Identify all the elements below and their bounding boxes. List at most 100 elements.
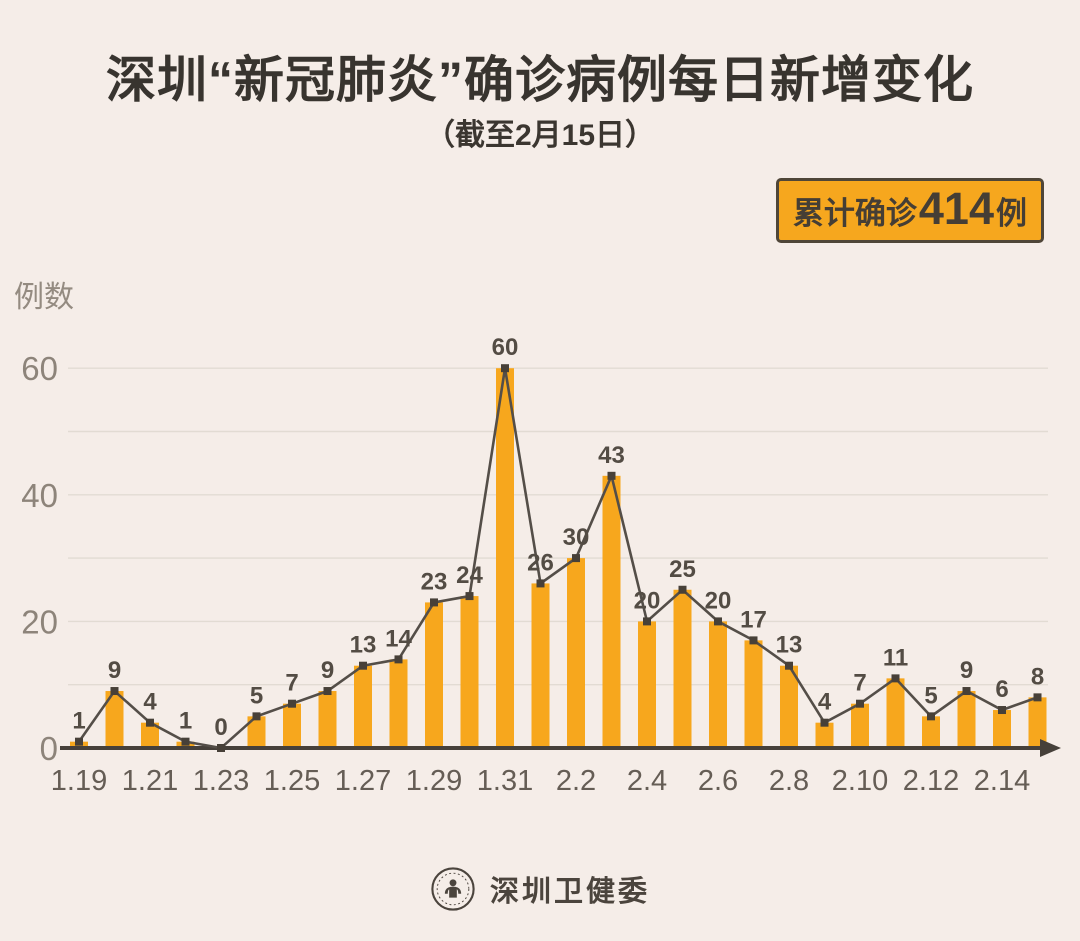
value-label: 26 [527, 549, 554, 576]
data-point-marker [465, 592, 474, 601]
data-point-marker [678, 585, 687, 594]
data-point-marker [501, 364, 509, 373]
data-point-marker [181, 737, 190, 746]
data-point-marker [927, 712, 935, 721]
value-label: 60 [492, 334, 519, 361]
bar [283, 703, 301, 748]
data-point-marker [394, 655, 403, 664]
value-label: 13 [350, 632, 377, 659]
x-tick-label: 1.31 [477, 765, 533, 797]
value-label: 1 [179, 708, 192, 735]
data-point-marker [536, 579, 545, 588]
logo-outer-ring [431, 867, 475, 911]
bar [567, 558, 585, 748]
value-label: 24 [456, 562, 483, 589]
data-point-marker [572, 554, 580, 563]
x-tick-label: 2.2 [556, 765, 596, 797]
bar [815, 722, 834, 748]
bar [105, 691, 124, 748]
bar [709, 621, 727, 748]
bar [389, 659, 408, 748]
value-label: 25 [669, 556, 696, 583]
x-tick-label: 1.19 [51, 765, 107, 797]
data-point-marker [110, 687, 119, 696]
value-label: 7 [285, 670, 298, 697]
data-point-marker [714, 617, 722, 626]
data-point-marker [998, 706, 1006, 715]
y-tick-label: 40 [21, 477, 58, 514]
x-tick-label: 2.6 [698, 765, 738, 797]
data-point-marker [430, 598, 438, 607]
page-subtitle: （截至2月15日） [424, 119, 656, 152]
logo-seal-text-ring [436, 872, 470, 906]
y-tick-label: 20 [21, 603, 58, 640]
x-tick-label: 2.12 [903, 765, 959, 797]
bar [993, 710, 1011, 748]
x-tick-label: 2.8 [769, 765, 809, 797]
x-tick-label: 1.29 [406, 765, 462, 797]
data-point-marker [252, 712, 261, 721]
data-point-marker [288, 699, 296, 708]
value-label: 7 [853, 670, 866, 697]
y-tick-label: 0 [40, 730, 58, 767]
bar [673, 589, 692, 748]
value-label: 14 [385, 625, 412, 652]
data-point-marker [785, 661, 793, 670]
bar [1028, 697, 1047, 748]
footer-brand-text: 深圳卫健委 [489, 876, 650, 908]
x-axis-arrow-icon [1040, 739, 1061, 757]
bar [425, 602, 443, 748]
value-label: 9 [960, 657, 973, 684]
bar [141, 722, 159, 748]
data-point-marker [217, 744, 225, 752]
bar [957, 691, 976, 748]
x-tick-label: 1.25 [264, 765, 320, 797]
value-label: 0 [214, 714, 227, 741]
bar [886, 678, 905, 748]
shenzhen-health-commission-logo [431, 867, 475, 911]
data-point-marker [749, 636, 758, 645]
data-point-marker [820, 718, 829, 727]
logo-person-icon [444, 879, 462, 898]
y-axis-title: 例数 [14, 281, 74, 314]
value-label: 8 [1031, 663, 1044, 690]
value-label: 6 [995, 676, 1008, 703]
bar [531, 583, 550, 748]
value-label: 4 [818, 689, 832, 716]
bar [318, 691, 337, 748]
x-tick-label: 1.21 [122, 765, 178, 797]
data-point-marker [146, 718, 154, 727]
y-tick-label: 60 [21, 350, 58, 387]
x-tick-label: 1.27 [335, 765, 391, 797]
value-label: 13 [776, 632, 803, 659]
page-title: 深圳“新冠肺炎”确诊病例每日新增变化 [106, 52, 974, 108]
bar [496, 368, 514, 748]
value-label: 1 [72, 708, 85, 735]
chart-area: 0 20 40 60 1 9 4 1 0 5 7 9 13 14 23 24 60 26 30 43 20 25 20 17 1… [0, 330, 1080, 810]
badge-prefix: 累计确诊 [792, 196, 917, 231]
bar [851, 703, 869, 748]
bar [354, 665, 372, 748]
trend-line [77, 367, 1038, 750]
badge-value: 414 [918, 183, 994, 234]
x-tick-label: 1.23 [193, 765, 249, 797]
value-label: 20 [634, 587, 661, 614]
data-point-marker [962, 687, 971, 696]
x-tick-label: 2.4 [627, 765, 667, 797]
bar [638, 621, 656, 748]
value-label: 20 [705, 587, 732, 614]
data-point-marker [75, 737, 83, 746]
bar [780, 665, 798, 748]
x-tick-label: 2.10 [832, 765, 888, 797]
bar [744, 640, 763, 748]
bar [460, 596, 479, 748]
value-label: 17 [740, 606, 767, 633]
badge-suffix: 例 [996, 196, 1027, 231]
value-label: 23 [421, 568, 448, 595]
data-point-marker [643, 617, 651, 626]
value-label: 9 [321, 657, 334, 684]
data-point-marker [856, 699, 864, 708]
bar [922, 716, 940, 748]
